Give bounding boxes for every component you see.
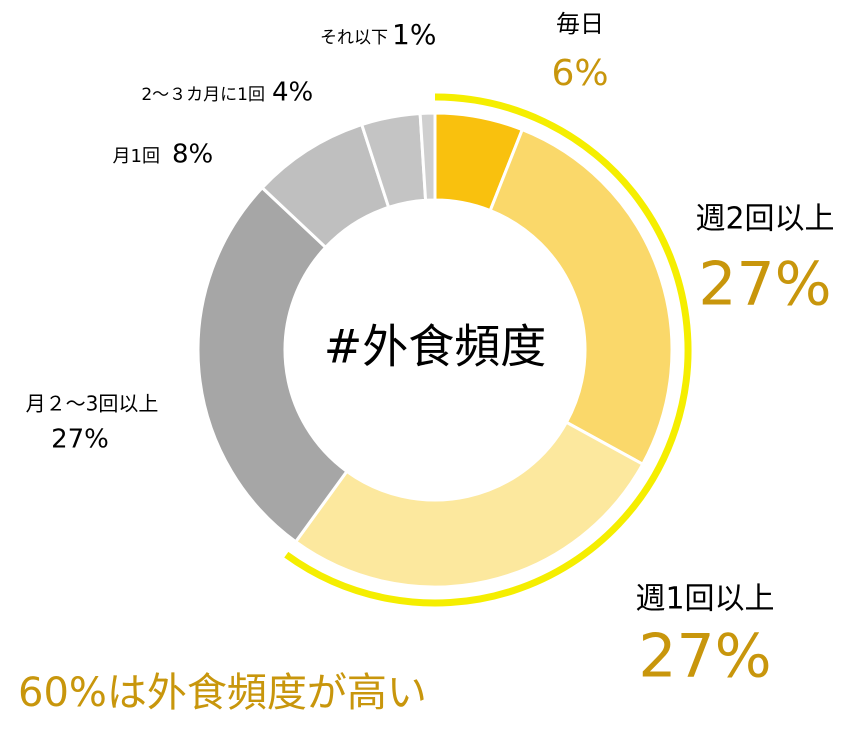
slice (418, 111, 437, 202)
slice (488, 127, 674, 467)
value-label: 6% (551, 53, 608, 94)
highlight-arc (284, 93, 692, 607)
annotation: 60%は外食頻度が高い (18, 670, 427, 716)
category-label: 週2回以上 (695, 202, 834, 237)
slice-label: 毎日 6% (551, 10, 608, 94)
category-label: 毎日 (556, 10, 604, 38)
value-label: 8% (172, 140, 213, 170)
slice-label: 2～３カ月に1回 4% (141, 78, 313, 108)
slice-label: 週1回以上 27% (635, 582, 774, 692)
value-label: 27% (698, 250, 831, 320)
slice-label: 週2回以上 27% (695, 202, 834, 320)
center-label: #外食頻度 (324, 320, 547, 374)
value-label: 27% (51, 425, 109, 455)
category-label: それ以下 (320, 28, 388, 48)
value-label: 4% (272, 78, 313, 108)
slice-label: それ以下 1% (320, 18, 436, 51)
donut (196, 93, 692, 607)
value-label: 27% (638, 622, 771, 692)
category-label: 月２～3回以上 (26, 392, 159, 416)
slice-label: 月２～3回以上 27% (26, 392, 159, 455)
slice (196, 185, 349, 544)
slice (293, 420, 645, 589)
category-label: 月1回 (113, 146, 160, 167)
category-label: 週1回以上 (635, 582, 774, 617)
category-label: 2～３カ月に1回 (141, 85, 265, 105)
value-label: 1% (392, 18, 436, 51)
slice-label: 月1回 8% (113, 140, 214, 170)
